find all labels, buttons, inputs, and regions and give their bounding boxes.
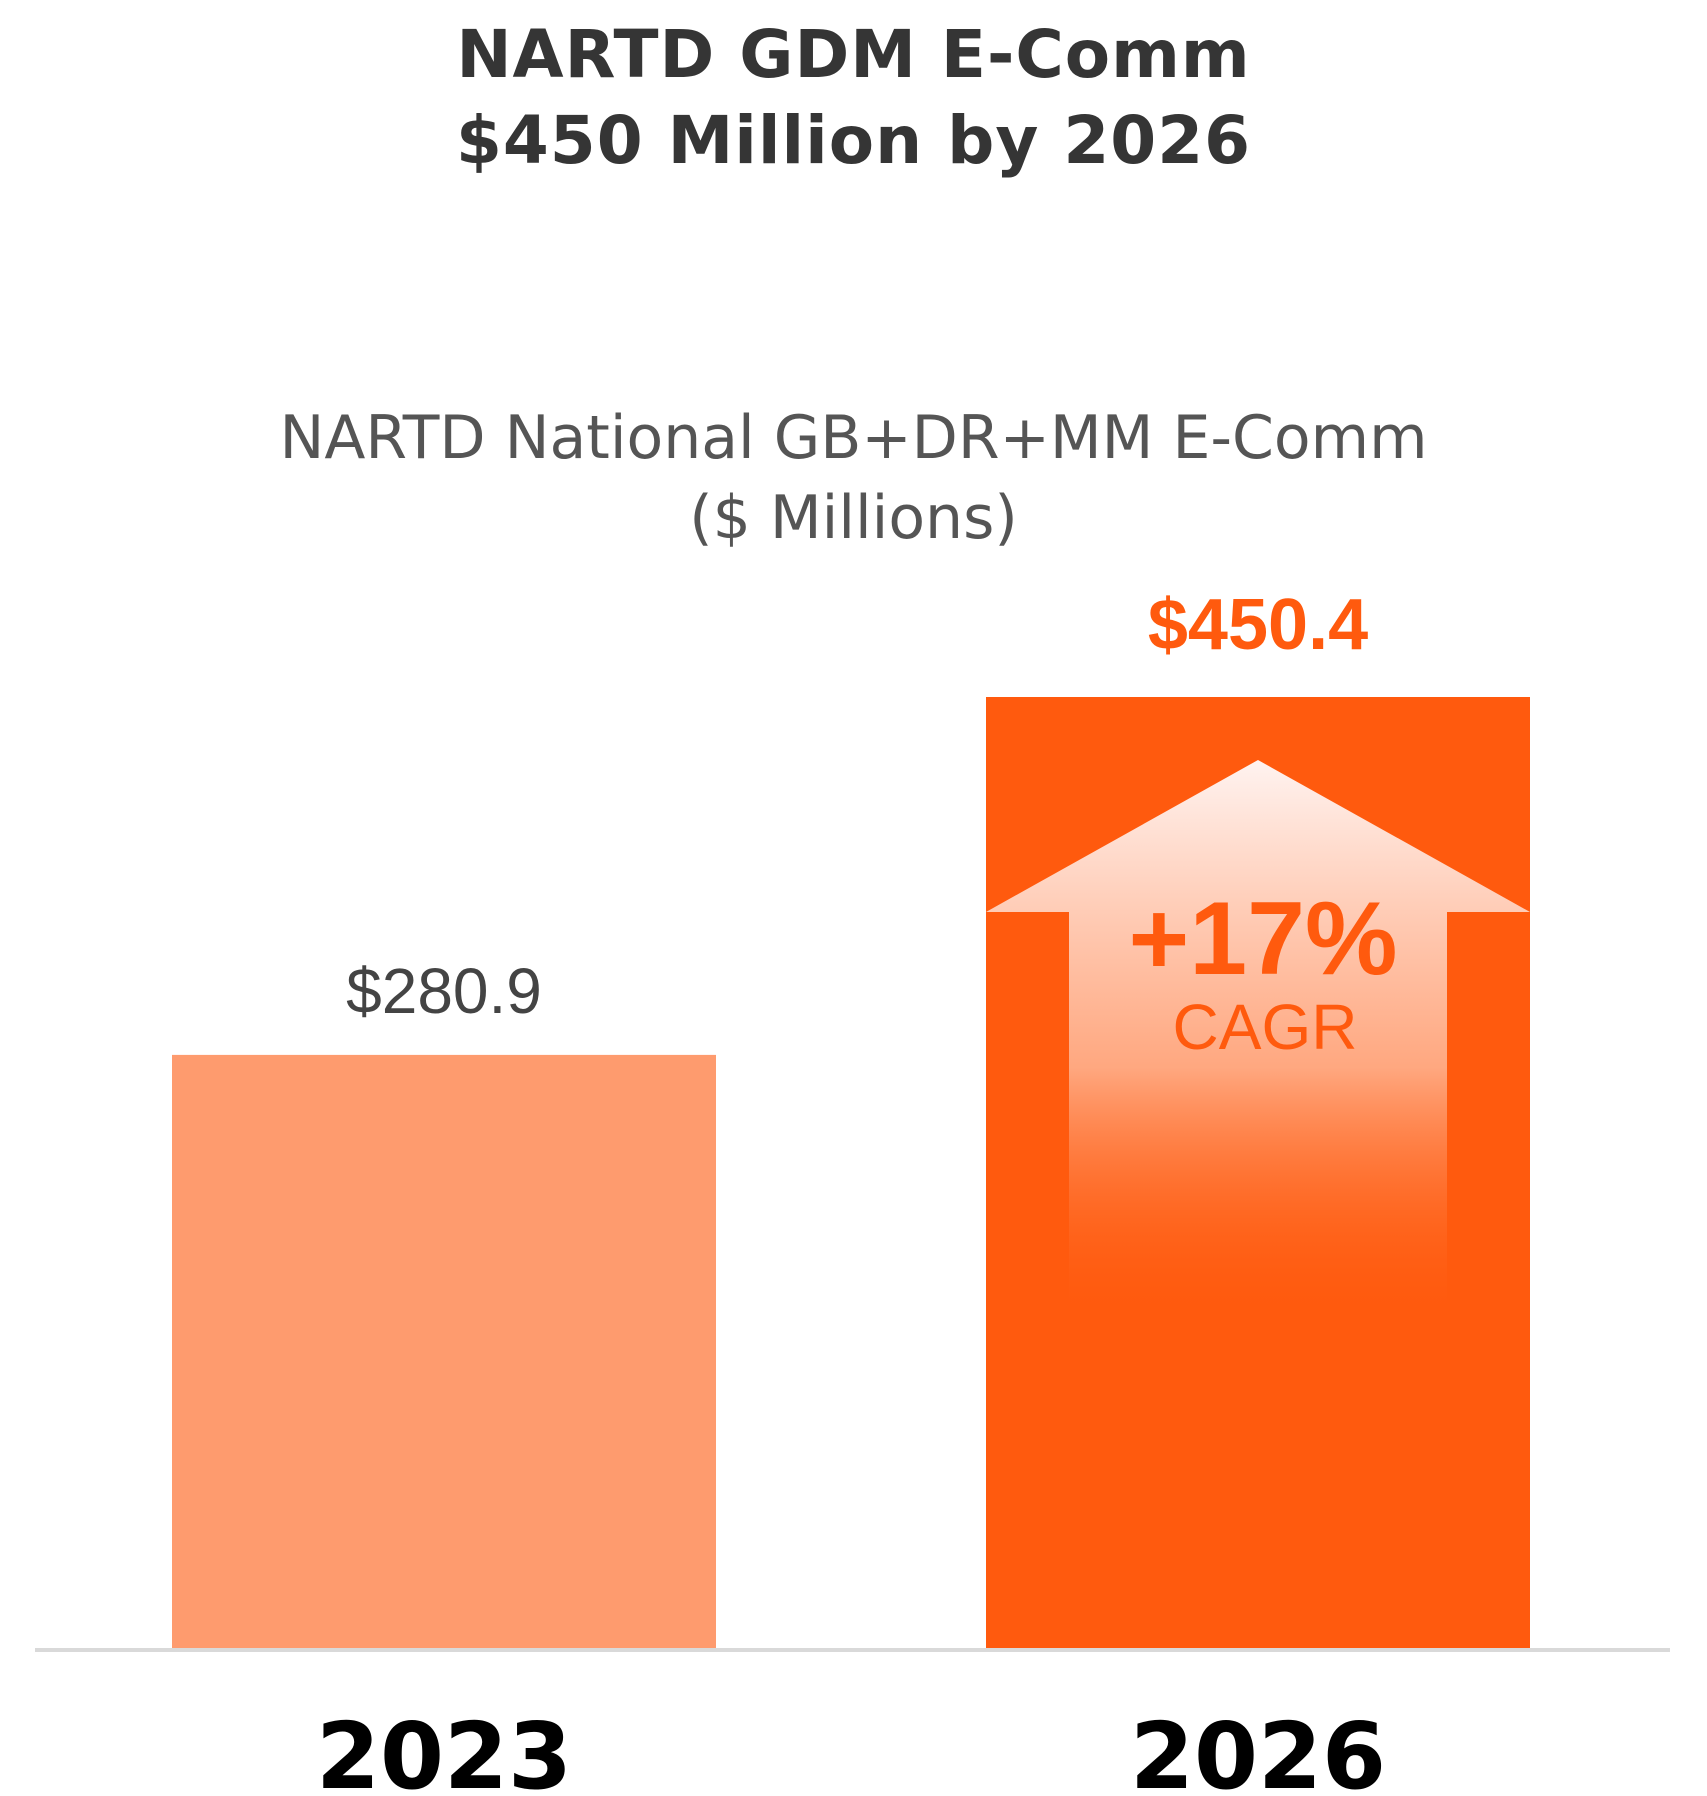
- chart-title: NARTD GDM E-Comm $450 Million by 2026: [0, 12, 1707, 184]
- data-label-2023: $280.9: [346, 955, 542, 1027]
- x-tick-label-2026: 2026: [1130, 1703, 1386, 1796]
- cagr-value: +17%: [1129, 881, 1398, 997]
- chart-subtitle-line2: ($ Millions): [689, 483, 1018, 553]
- chart-title-line1: NARTD GDM E-Comm: [456, 16, 1251, 93]
- data-label-2026: $450.4: [1148, 585, 1368, 665]
- chart-title-line2: $450 Million by 2026: [455, 102, 1252, 179]
- chart-subtitle: NARTD National GB+DR+MM E-Comm ($ Millio…: [0, 398, 1707, 558]
- growth-arrow-icon: [986, 760, 1530, 1320]
- x-tick-label-2023: 2023: [316, 1703, 572, 1796]
- chart-subtitle-line1: NARTD National GB+DR+MM E-Comm: [279, 403, 1428, 473]
- cagr-label: CAGR: [1173, 991, 1358, 1063]
- bar-2023: [172, 1054, 716, 1648]
